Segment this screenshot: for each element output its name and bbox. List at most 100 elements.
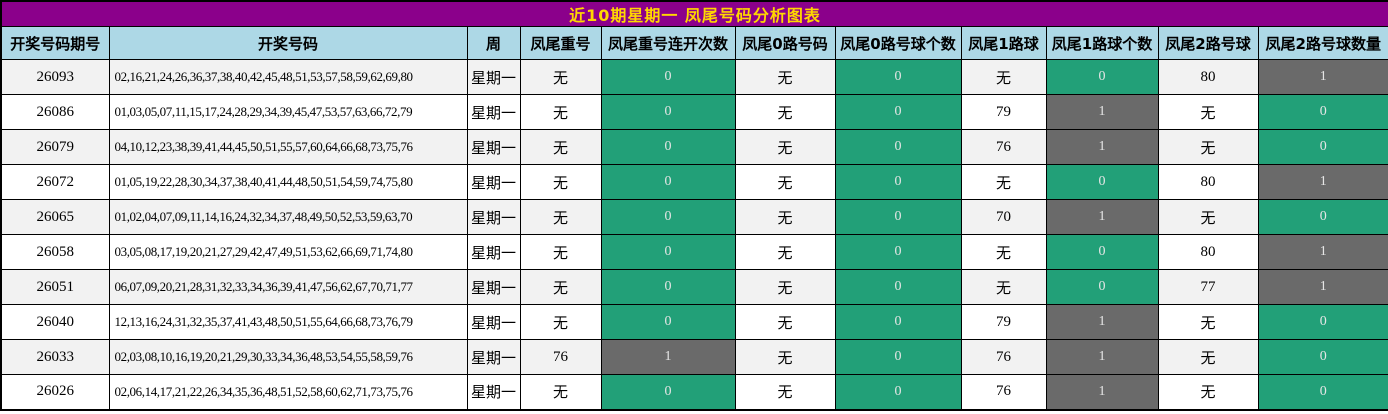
cell-road0: 无 xyxy=(734,164,836,200)
cell-road1_count: 0 xyxy=(1045,59,1159,95)
cell-repeat: 76 xyxy=(519,339,602,375)
table-row: 26058 03,05,08,17,19,20,21,27,29,42,47,49… xyxy=(0,234,1388,270)
cell-road1_count: 1 xyxy=(1045,339,1159,375)
cell-numbers: 01,03,05,07,11,15,17,24,28,29,34,39,45,4… xyxy=(108,94,468,130)
cell-repeat: 无 xyxy=(519,199,602,235)
cell-repeat_streak: 0 xyxy=(600,199,736,235)
cell-road2: 80 xyxy=(1157,59,1259,95)
col-header-period: 开奖号码期号 xyxy=(0,26,110,60)
cell-road0_count: 0 xyxy=(834,269,962,305)
table-row: 26093 02,16,21,24,26,36,37,38,40,42,45,48… xyxy=(0,59,1388,95)
cell-road1_count: 0 xyxy=(1045,164,1159,200)
cell-road0: 无 xyxy=(734,59,836,95)
cell-road0_count: 0 xyxy=(834,304,962,340)
cell-repeat_streak: 1 xyxy=(600,339,736,375)
table-row: 26065 01,02,04,07,09,11,14,16,24,32,34,37… xyxy=(0,199,1388,235)
col-header-numbers: 开奖号码 xyxy=(108,26,468,60)
cell-period: 26040 xyxy=(0,304,110,340)
col-header-road0: 凤尾0路号码 xyxy=(734,26,836,60)
cell-week: 星期一 xyxy=(466,199,521,235)
table-row: 26033 02,03,08,10,16,19,20,21,29,30,33,34… xyxy=(0,339,1388,375)
cell-road0: 无 xyxy=(734,339,836,375)
cell-road1: 70 xyxy=(960,199,1047,235)
cell-week: 星期一 xyxy=(466,164,521,200)
col-header-road0-count: 凤尾0路号球个数 xyxy=(834,26,962,60)
cell-road2: 无 xyxy=(1157,94,1259,130)
cell-road0_count: 0 xyxy=(834,164,962,200)
cell-road1: 76 xyxy=(960,339,1047,375)
cell-road0: 无 xyxy=(734,374,836,410)
cell-numbers: 02,06,14,17,21,22,26,34,35,36,48,51,52,5… xyxy=(108,374,468,410)
table-row: 26072 01,05,19,22,28,30,34,37,38,40,41,44… xyxy=(0,164,1388,200)
cell-road1: 无 xyxy=(960,164,1047,200)
header-row: 开奖号码期号 开奖号码 周 凤尾重号 凤尾重号连开次数 凤尾0路号码 凤尾0路号… xyxy=(0,26,1388,60)
col-header-repeat: 凤尾重号 xyxy=(519,26,602,60)
cell-road1_count: 1 xyxy=(1045,129,1159,165)
cell-numbers: 01,02,04,07,09,11,14,16,24,32,34,37,48,4… xyxy=(108,199,468,235)
cell-road0_count: 0 xyxy=(834,94,962,130)
cell-period: 26086 xyxy=(0,94,110,130)
cell-road0_count: 0 xyxy=(834,234,962,270)
cell-repeat_streak: 0 xyxy=(600,269,736,305)
table-body: 26093 02,16,21,24,26,36,37,38,40,42,45,48… xyxy=(0,59,1388,410)
cell-period: 26026 xyxy=(0,374,110,410)
cell-road0_count: 0 xyxy=(834,339,962,375)
cell-road1: 无 xyxy=(960,269,1047,305)
page-title: 近10期星期一 凤尾号码分析图表 xyxy=(0,0,1388,27)
cell-road2: 77 xyxy=(1157,269,1259,305)
table-row: 26079 04,10,12,23,38,39,41,44,45,50,51,55… xyxy=(0,129,1388,165)
cell-week: 星期一 xyxy=(466,269,521,305)
cell-road1: 无 xyxy=(960,59,1047,95)
cell-road0_count: 0 xyxy=(834,199,962,235)
cell-week: 星期一 xyxy=(466,374,521,410)
cell-repeat_streak: 0 xyxy=(600,129,736,165)
cell-road0: 无 xyxy=(734,129,836,165)
cell-road2: 无 xyxy=(1157,339,1259,375)
cell-week: 星期一 xyxy=(466,129,521,165)
cell-road1: 76 xyxy=(960,129,1047,165)
cell-repeat: 无 xyxy=(519,269,602,305)
cell-road0: 无 xyxy=(734,269,836,305)
cell-period: 26058 xyxy=(0,234,110,270)
cell-week: 星期一 xyxy=(466,59,521,95)
cell-week: 星期一 xyxy=(466,304,521,340)
cell-road2_count: 0 xyxy=(1257,374,1388,410)
cell-numbers: 04,10,12,23,38,39,41,44,45,50,51,55,57,6… xyxy=(108,129,468,165)
cell-numbers: 01,05,19,22,28,30,34,37,38,40,41,44,48,5… xyxy=(108,164,468,200)
col-header-road2: 凤尾2路号球 xyxy=(1157,26,1259,60)
cell-road2_count: 0 xyxy=(1257,304,1388,340)
cell-repeat: 无 xyxy=(519,304,602,340)
cell-road2_count: 0 xyxy=(1257,199,1388,235)
col-header-road1-count: 凤尾1路球个数 xyxy=(1045,26,1159,60)
cell-road2_count: 1 xyxy=(1257,269,1388,305)
cell-repeat_streak: 0 xyxy=(600,94,736,130)
col-header-repeat-streak: 凤尾重号连开次数 xyxy=(600,26,736,60)
col-header-road2-count: 凤尾2路号球数量 xyxy=(1257,26,1388,60)
cell-road2_count: 0 xyxy=(1257,339,1388,375)
cell-road0_count: 0 xyxy=(834,374,962,410)
cell-road1: 79 xyxy=(960,94,1047,130)
cell-numbers: 02,03,08,10,16,19,20,21,29,30,33,34,36,4… xyxy=(108,339,468,375)
cell-road1: 无 xyxy=(960,234,1047,270)
cell-road1_count: 0 xyxy=(1045,269,1159,305)
cell-road0: 无 xyxy=(734,304,836,340)
cell-road2_count: 0 xyxy=(1257,129,1388,165)
cell-road0: 无 xyxy=(734,234,836,270)
cell-period: 26051 xyxy=(0,269,110,305)
cell-period: 26033 xyxy=(0,339,110,375)
cell-period: 26093 xyxy=(0,59,110,95)
cell-road1_count: 1 xyxy=(1045,304,1159,340)
cell-repeat: 无 xyxy=(519,234,602,270)
cell-road2: 无 xyxy=(1157,374,1259,410)
cell-road2: 80 xyxy=(1157,234,1259,270)
cell-road2: 无 xyxy=(1157,304,1259,340)
cell-numbers: 06,07,09,20,21,28,31,32,33,34,36,39,41,4… xyxy=(108,269,468,305)
cell-repeat: 无 xyxy=(519,94,602,130)
cell-road0: 无 xyxy=(734,94,836,130)
cell-repeat_streak: 0 xyxy=(600,304,736,340)
cell-road1_count: 1 xyxy=(1045,374,1159,410)
cell-road0_count: 0 xyxy=(834,59,962,95)
cell-repeat: 无 xyxy=(519,59,602,95)
table-row: 26086 01,03,05,07,11,15,17,24,28,29,34,39… xyxy=(0,94,1388,130)
